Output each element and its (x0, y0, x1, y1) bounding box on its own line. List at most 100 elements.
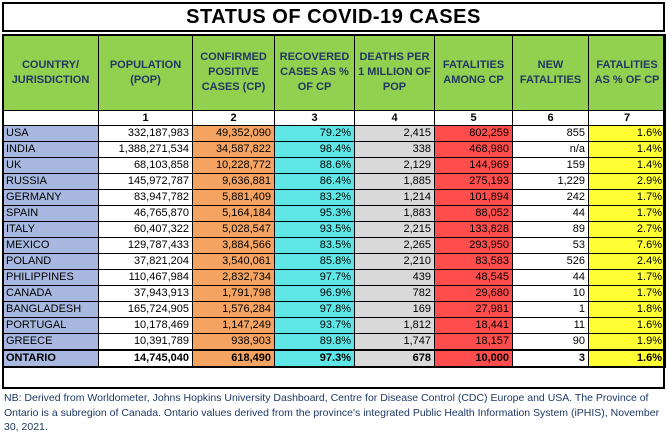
fatalities-cell: 88,052 (434, 205, 513, 222)
table-row: CANADA 37,943,913 1,791,798 96.9% 782 29,680 1… (2, 285, 666, 302)
fatality-percent-cell: 7.6% (588, 237, 666, 254)
column-number-row: 1 2 3 4 5 6 7 (2, 110, 666, 126)
table-row: GERMANY 83,947,782 5,881,409 83.2% 1,214 101,… (2, 189, 666, 206)
deaths-per-million-cell: 169 (354, 301, 435, 318)
new-fatalities-cell: 11 (512, 317, 589, 334)
table-row: PORTUGAL 10,178,469 1,147,249 93.7% 1,812 18,… (2, 317, 666, 334)
fatality-percent-cell: 1.6% (588, 317, 666, 334)
fatalities-cell: 27,981 (434, 301, 513, 318)
fatalities-cell: 29,680 (434, 285, 513, 302)
new-fatalities-cell: 44 (512, 269, 589, 286)
confirmed-cell: 10,228,772 (192, 157, 275, 174)
recovered-cell: 86.4% (274, 173, 355, 190)
table-row: INDIA 1,388,271,534 34,587,822 98.4% 338 468,… (2, 141, 666, 158)
deaths-per-million-cell: 1,885 (354, 173, 435, 190)
confirmed-cell: 5,164,184 (192, 205, 275, 222)
confirmed-cell: 2,832,734 (192, 269, 275, 286)
population-cell: 68,103,858 (98, 157, 193, 174)
country-cell: POLAND (2, 253, 99, 270)
country-cell: PHILIPPINES (2, 269, 99, 286)
country-cell: SPAIN (2, 205, 99, 222)
table-body: USA 332,187,983 49,352,090 79.2% 2,415 802,25… (2, 125, 666, 368)
population-cell: 165,724,905 (98, 301, 193, 318)
confirmed-cell: 618,490 (192, 349, 275, 368)
fatality-percent-cell: 1.4% (588, 157, 666, 174)
header-recovered: RECOVERED CASES AS % OF CP (274, 34, 355, 111)
new-fatalities-cell: 90 (512, 333, 589, 351)
table-row: UK 68,103,858 10,228,772 88.6% 2,129 144,969 1… (2, 157, 666, 174)
header-country: COUNTRY/ JURISDICTION (2, 34, 99, 111)
fatalities-cell: 293,950 (434, 237, 513, 254)
population-cell: 129,787,433 (98, 237, 193, 254)
deaths-per-million-cell: 2,415 (354, 125, 435, 142)
population-cell: 10,391,789 (98, 333, 193, 351)
new-fatalities-cell: 855 (512, 125, 589, 142)
recovered-cell: 88.6% (274, 157, 355, 174)
confirmed-cell: 1,791,798 (192, 285, 275, 302)
table-row: USA 332,187,983 49,352,090 79.2% 2,415 802,25… (2, 125, 666, 142)
table-row: SPAIN 46,765,870 5,164,184 95.3% 1,883 88,052… (2, 205, 666, 222)
population-cell: 145,972,787 (98, 173, 193, 190)
column-number: 4 (354, 110, 435, 126)
fatalities-cell: 802,259 (434, 125, 513, 142)
confirmed-cell: 3,540,061 (192, 253, 275, 270)
country-cell: RUSSIA (2, 173, 99, 190)
confirmed-cell: 5,028,547 (192, 221, 275, 238)
table-row: RUSSIA 145,972,787 9,636,881 86.4% 1,885 275,… (2, 173, 666, 190)
confirmed-cell: 1,576,284 (192, 301, 275, 318)
fatalities-cell: 144,969 (434, 157, 513, 174)
fatalities-cell: 101,894 (434, 189, 513, 206)
recovered-cell: 89.8% (274, 333, 355, 351)
new-fatalities-cell: 159 (512, 157, 589, 174)
recovered-cell: 83.5% (274, 237, 355, 254)
fatality-percent-cell: 1.8% (588, 301, 666, 318)
population-cell: 37,821,204 (98, 253, 193, 270)
deaths-per-million-cell: 2,210 (354, 253, 435, 270)
footnote: NB: Derived from Worldometer, Johns Hopk… (4, 392, 660, 433)
header-population: POPULATION (POP) (98, 34, 193, 111)
population-cell: 60,407,322 (98, 221, 193, 238)
population-cell: 46,765,870 (98, 205, 193, 222)
recovered-cell: 98.4% (274, 141, 355, 158)
fatality-percent-cell: 2.4% (588, 253, 666, 270)
new-fatalities-cell: 53 (512, 237, 589, 254)
column-number: 3 (274, 110, 355, 126)
fatality-percent-cell: 1.9% (588, 333, 666, 351)
fatalities-cell: 18,157 (434, 333, 513, 351)
deaths-per-million-cell: 1,812 (354, 317, 435, 334)
column-number: 6 (512, 110, 589, 126)
deaths-per-million-cell: 1,214 (354, 189, 435, 206)
recovered-cell: 93.5% (274, 221, 355, 238)
header-confirmed: CONFIRMED POSITIVE CASES (CP) (192, 34, 275, 111)
fatality-percent-cell: 2.9% (588, 173, 666, 190)
table-row: ITALY 60,407,322 5,028,547 93.5% 2,215 133,82… (2, 221, 666, 238)
column-number: 2 (192, 110, 275, 126)
deaths-per-million-cell: 338 (354, 141, 435, 158)
new-fatalities-cell: n/a (512, 141, 589, 158)
table-row: BANGLADESH 165,724,905 1,576,284 97.8% 169 27… (2, 301, 666, 318)
fatalities-cell: 10,000 (434, 349, 513, 368)
fatality-percent-cell: 1.6% (588, 349, 666, 368)
country-cell: GERMANY (2, 189, 99, 206)
population-cell: 1,388,271,534 (98, 141, 193, 158)
header-deaths-per-million: DEATHS PER 1 MILLION OF POP (354, 34, 435, 111)
fatalities-cell: 468,980 (434, 141, 513, 158)
fatality-percent-cell: 1.7% (588, 189, 666, 206)
country-cell: ONTARIO (2, 349, 99, 368)
fatality-percent-cell: 1.6% (588, 125, 666, 142)
population-cell: 10,178,469 (98, 317, 193, 334)
country-cell: USA (2, 125, 99, 142)
deaths-per-million-cell: 1,747 (354, 333, 435, 351)
confirmed-cell: 9,636,881 (192, 173, 275, 190)
population-cell: 83,947,782 (98, 189, 193, 206)
recovered-cell: 83.2% (274, 189, 355, 206)
recovered-cell: 95.3% (274, 205, 355, 222)
deaths-per-million-cell: 782 (354, 285, 435, 302)
table-row: GREECE 10,391,789 938,903 89.8% 1,747 18,157 9… (2, 333, 666, 351)
header-fatality-percent: FATALITIES AS % OF CP (588, 34, 666, 111)
fatalities-cell: 83,583 (434, 253, 513, 270)
new-fatalities-cell: 89 (512, 221, 589, 238)
country-cell: PORTUGAL (2, 317, 99, 334)
deaths-per-million-cell: 678 (354, 349, 435, 368)
